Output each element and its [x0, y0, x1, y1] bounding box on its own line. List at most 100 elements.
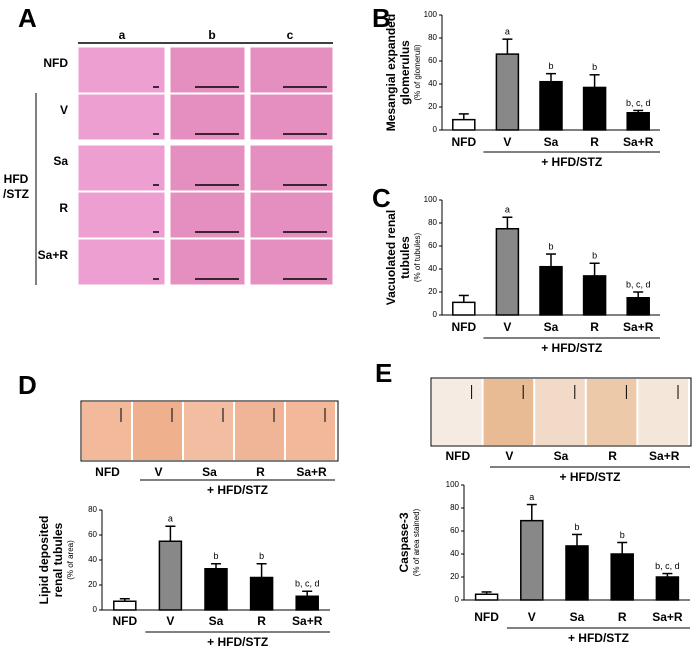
stained-image [184, 402, 233, 460]
significance-label: b [548, 61, 553, 71]
x-tick-label: R [590, 320, 599, 334]
bar [539, 80, 563, 131]
y-label-line: renal tubules [51, 522, 65, 597]
bar [158, 540, 183, 611]
significance-label: a [168, 514, 173, 524]
image-label: NFD [445, 449, 470, 463]
y-tick-label: 80 [428, 218, 437, 227]
significance-label: b, c, d [626, 98, 651, 108]
bar [452, 301, 476, 316]
image-frame [80, 400, 339, 462]
group-label: + HFD/STZ [541, 341, 602, 355]
y-tick-label: 40 [428, 79, 437, 88]
column-label: a [119, 28, 126, 42]
histology-image [77, 191, 166, 239]
bar [249, 576, 274, 611]
y-label-line: Caspase-3 [397, 512, 411, 572]
bar [495, 53, 520, 131]
histology-image [77, 46, 166, 94]
bar [539, 265, 563, 316]
image-label: Sa [202, 465, 217, 479]
y-label-unit: (% of area stained) [412, 508, 421, 576]
y-tick-label: 80 [428, 33, 437, 42]
stained-image [286, 402, 335, 460]
bar [626, 297, 650, 316]
stained-image [638, 379, 688, 445]
histology-image [249, 144, 334, 192]
stained-image [586, 379, 637, 445]
image-label: NFD [95, 465, 120, 479]
group-label: + HFD/STZ [541, 155, 602, 169]
y-tick-label: 20 [428, 287, 437, 296]
stained-image [82, 402, 131, 460]
x-tick-label: Sa+R [623, 135, 654, 149]
significance-label: b [574, 522, 579, 532]
significance-label: b, c, d [655, 561, 680, 571]
image-label: Sa+R [649, 449, 680, 463]
y-tick-label: 100 [446, 480, 460, 489]
group-label: HFD [4, 172, 29, 186]
bar [520, 519, 544, 601]
bar [582, 86, 607, 131]
y-tick-label: 100 [424, 195, 438, 204]
x-tick-label: R [590, 135, 599, 149]
y-tick-label: 60 [428, 241, 437, 250]
x-tick-label: Sa [544, 135, 559, 149]
y-tick-label: 80 [88, 505, 97, 514]
y-tick-label: 100 [424, 10, 438, 19]
x-tick-label: V [503, 135, 511, 149]
y-label-unit: (% of area) [66, 540, 75, 580]
group-label: + HFD/STZ [568, 631, 629, 645]
bar [626, 112, 650, 131]
x-tick-label: V [166, 614, 174, 628]
y-tick-label: 60 [88, 530, 97, 539]
significance-label: a [505, 27, 510, 37]
significance-label: b [592, 62, 597, 72]
histology-image [169, 93, 246, 141]
bar [113, 600, 137, 611]
x-tick-label: NFD [474, 610, 499, 624]
x-tick-label: NFD [451, 135, 476, 149]
histology-image [77, 238, 166, 286]
x-tick-label: NFD [451, 320, 476, 334]
y-tick-label: 20 [88, 580, 97, 589]
y-axis-label: Lipid deposited renal tubules (% of area) [37, 516, 75, 605]
row-label: R [59, 201, 68, 215]
x-tick-label: Sa [570, 610, 585, 624]
significance-label: b, c, d [295, 579, 320, 589]
histology-image [169, 238, 246, 286]
y-tick-label: 0 [455, 595, 460, 604]
y-label-line: tubules [398, 236, 412, 279]
image-label: Sa+R [296, 465, 327, 479]
y-tick-label: 60 [428, 56, 437, 65]
image-label: V [154, 465, 162, 479]
y-tick-label: 40 [88, 555, 97, 564]
x-tick-label: NFD [112, 614, 137, 628]
column-label: c [287, 28, 294, 42]
significance-label: a [529, 492, 534, 502]
panel-label: D [18, 370, 37, 400]
bar [610, 553, 634, 601]
y-tick-label: 20 [450, 572, 459, 581]
bar [655, 576, 680, 601]
x-tick-label: R [618, 610, 627, 624]
y-tick-label: 20 [428, 102, 437, 111]
histology-image [169, 191, 246, 239]
bar [495, 228, 520, 316]
histology-image [249, 93, 334, 141]
x-tick-label: Sa+R [623, 320, 654, 334]
panel-label: C [372, 183, 391, 213]
x-tick-label: Sa+R [292, 614, 323, 628]
bar [582, 275, 607, 316]
histology-image [77, 144, 166, 192]
bar [474, 593, 499, 601]
x-tick-label: R [257, 614, 266, 628]
x-tick-label: V [528, 610, 536, 624]
stained-image [235, 402, 284, 460]
image-label: Sa [554, 449, 569, 463]
group-label: + HFD/STZ [207, 635, 268, 646]
y-tick-label: 0 [93, 605, 98, 614]
y-axis-label: Mesangial expanded glomerulus (% of glomer… [384, 14, 422, 131]
y-tick-label: 0 [433, 125, 438, 134]
